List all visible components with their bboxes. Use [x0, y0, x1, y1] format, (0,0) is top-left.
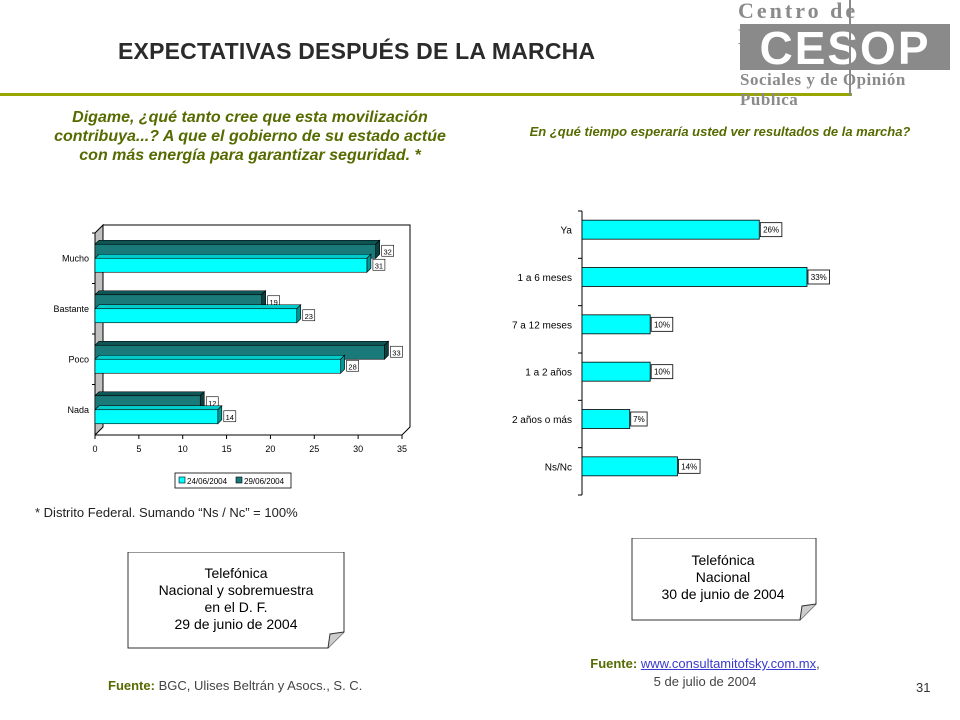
bar-top-face	[94, 354, 346, 360]
x-tick-label: 0	[92, 444, 97, 454]
bar-top-face	[94, 239, 381, 245]
legend-label: 24/06/2004	[187, 477, 228, 486]
logo-bottom-text: Sociales y de Opinión Pública	[740, 70, 906, 109]
footnote: * Distrito Federal. Sumando “Ns / Nc” = …	[35, 505, 298, 520]
x-tick-label: 5	[136, 444, 141, 454]
right-note-text: Telefónica Nacional 30 de junio de 2004	[632, 552, 814, 603]
left-question: Digame, ¿qué tanto cree que esta moviliz…	[54, 109, 446, 164]
legend-swatch	[178, 476, 186, 484]
legend-box	[174, 472, 292, 489]
left-note-text: Telefónica Nacional y sobremuestra en el…	[128, 565, 344, 633]
left-note-card	[127, 552, 345, 649]
page-title: EXPECTATIVAS DESPUÉS DE LA MARCHA	[118, 38, 596, 64]
bar	[581, 314, 651, 335]
right-source-date: 5 de julio de 2004	[653, 674, 757, 689]
data-label: 14%	[681, 462, 697, 471]
data-label-box	[650, 316, 674, 332]
bar-top-face	[94, 253, 372, 259]
data-label-box	[650, 364, 674, 380]
category-label: 1 a 2 años	[525, 368, 572, 379]
category-label: 7 a 12 meses	[512, 320, 572, 331]
data-label-box	[630, 411, 648, 427]
data-label-box	[372, 258, 386, 271]
bar	[581, 409, 631, 429]
bar-top-face	[94, 304, 302, 310]
left-source: Fuente: BGC, Ulises Beltrán y Asocs., S.…	[108, 678, 362, 693]
data-label: 31	[375, 261, 383, 270]
right-note-line: 30 de junio de 2004	[661, 586, 785, 602]
bar-top-face	[94, 405, 223, 411]
category-label: Poco	[68, 354, 89, 364]
data-label: 7%	[633, 415, 645, 424]
data-label: 10%	[654, 320, 670, 329]
data-label: 28	[348, 362, 356, 371]
left-source-label: Fuente:	[108, 678, 155, 693]
x-tick-label: 35	[397, 444, 407, 454]
bar-top-face	[94, 340, 390, 346]
bar-top-face	[94, 290, 267, 296]
category-label: Bastante	[53, 304, 89, 314]
right-question: En ¿qué tiempo esperaría usted ver resul…	[529, 124, 911, 139]
data-label: 12	[208, 399, 216, 408]
data-label: 33	[392, 348, 400, 357]
data-label: 26%	[763, 226, 779, 235]
data-label-box	[390, 345, 403, 358]
legend-swatch	[235, 476, 243, 484]
bar	[581, 456, 678, 477]
page-number: 31	[916, 680, 931, 695]
x-tick-label: 20	[265, 444, 275, 454]
bar	[581, 361, 651, 382]
right-note-line: Nacional	[695, 569, 751, 585]
x-tick-label: 30	[353, 444, 363, 454]
data-label: 14	[226, 413, 234, 422]
category-label: 1 a 6 meses	[518, 273, 572, 284]
right-note-card	[631, 538, 817, 621]
x-tick-label: 15	[222, 444, 232, 454]
x-tick-label: 25	[309, 444, 319, 454]
category-label: Ns/Nc	[545, 462, 572, 473]
left-note-line: Telefónica	[204, 565, 268, 581]
right-source: Fuente: www.consultamitofsky.com.mx, 5 d…	[545, 655, 865, 691]
category-label: Ya	[561, 226, 573, 237]
data-label-box	[759, 222, 783, 238]
data-label: 23	[305, 312, 313, 321]
right-bar-chart: Ya 26% 1 a 6 meses 33% 7 a 12 meses 10% 1 a 2 …	[512, 210, 831, 496]
left-source-text: BGC, Ulises Beltrán y Asocs., S. C.	[158, 678, 363, 693]
left-note-line: 29 de junio de 2004	[174, 616, 298, 632]
right-note-line: Telefónica	[691, 552, 755, 568]
bar	[94, 358, 341, 374]
data-label-box	[346, 359, 359, 372]
left-note-line: Nacional y sobremuestra	[158, 582, 314, 598]
logo-divider	[849, 0, 851, 96]
logo-band	[740, 24, 950, 70]
data-label-box	[223, 410, 237, 423]
cesop-logo: CESOP	[740, 24, 950, 70]
x-tick-label: 10	[178, 444, 188, 454]
category-label: Nada	[67, 405, 89, 415]
source-comma: ,	[816, 656, 820, 671]
data-label-box	[302, 309, 316, 322]
logo-word: CESOP	[759, 24, 930, 70]
data-label: 19	[269, 298, 277, 307]
data-label: 32	[384, 247, 392, 256]
title-rule	[0, 93, 852, 96]
legend-label: 29/06/2004	[244, 477, 285, 486]
data-label: 10%	[654, 368, 670, 377]
category-label: 2 años o más	[512, 415, 572, 426]
source-link[interactable]: www.consultamitofsky.com.mx	[640, 656, 817, 671]
data-label-box	[807, 269, 831, 285]
data-label-box	[678, 458, 701, 474]
right-source-label: Fuente:	[590, 656, 638, 671]
category-label: Mucho	[62, 253, 89, 263]
bar	[581, 267, 808, 287]
bar	[94, 409, 219, 425]
data-label-box	[381, 244, 394, 257]
data-label: 33%	[811, 273, 827, 282]
bar	[94, 257, 368, 273]
bar	[94, 308, 298, 324]
left-note-line: en el D. F.	[204, 599, 268, 615]
bar	[581, 219, 760, 240]
bar-top-face	[94, 391, 205, 397]
